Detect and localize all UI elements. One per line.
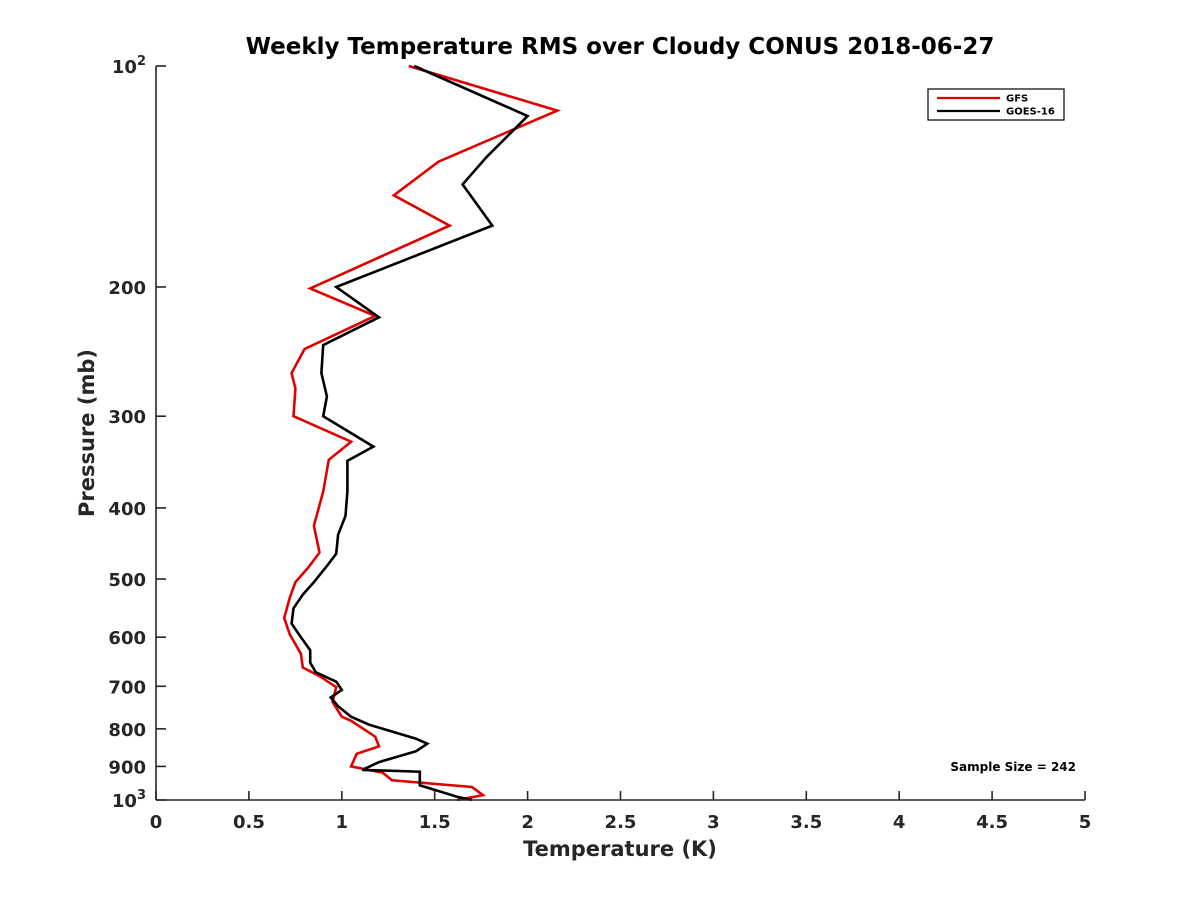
y-axis-label: Pressure (mb) (75, 349, 99, 517)
x-axis-label: Temperature (K) (523, 837, 717, 861)
x-tick-label: 2.5 (605, 812, 637, 833)
x-tick-layer: 0 0.5 1 1.5 2 2.5 3 3.5 4 4.5 5 (150, 791, 1092, 833)
x-tick-label: 3.5 (790, 812, 822, 833)
x-tick-label: 3 (707, 812, 720, 833)
x-tick-label: 4 (893, 812, 906, 833)
y-tick-label: 600 (108, 628, 146, 649)
y-tick-label: 700 (108, 677, 146, 698)
y-tick-label: 300 (108, 407, 146, 428)
x-tick-label: 0 (150, 812, 163, 833)
x-tick-label: 4.5 (976, 812, 1008, 833)
chart-title: Weekly Temperature RMS over Cloudy CONUS… (246, 34, 995, 60)
y-tick-label: 102 (112, 54, 146, 78)
series-layer (282, 64, 562, 802)
legend: GFS GOES-16 (927, 88, 1065, 121)
x-tick-label: 2 (521, 812, 534, 833)
x-tick-label: 0.5 (233, 812, 265, 833)
y-tick-label: 500 (108, 570, 146, 591)
series-line-goes16 (290, 64, 530, 802)
legend-box (927, 88, 1065, 121)
y-tick-label: 200 (108, 278, 146, 299)
y-tick-layer: 102 200 300 400 500 600 700 800 900 103 (108, 54, 166, 812)
sample-size-annotation: Sample Size = 242 (950, 760, 1076, 774)
y-tick-label: 103 (112, 788, 146, 812)
x-tick-label: 1 (336, 812, 349, 833)
x-tick-label: 5 (1079, 812, 1092, 833)
y-tick-label: 800 (108, 720, 146, 741)
y-tick-label: 900 (108, 757, 146, 778)
x-tick-label: 1.5 (419, 812, 451, 833)
y-tick-label: 400 (108, 499, 146, 520)
legend-label-gfs: GFS (1006, 94, 1028, 105)
legend-label-goes16: GOES-16 (1006, 107, 1055, 118)
